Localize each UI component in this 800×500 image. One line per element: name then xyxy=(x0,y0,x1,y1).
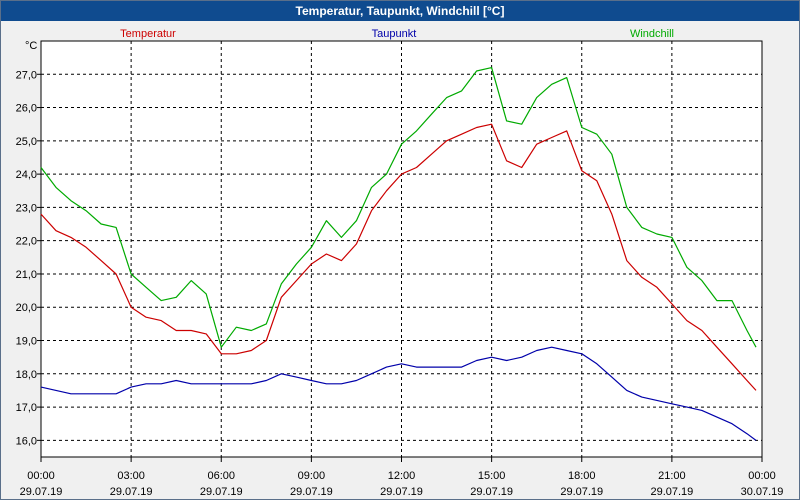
x-tick-time-label: 00:00 xyxy=(27,470,55,482)
y-tick-label: 26,0 xyxy=(16,103,37,115)
x-tick-date-label: 29.07.19 xyxy=(470,486,513,498)
series-layer xyxy=(40,66,757,441)
x-tick-time-label: 15:00 xyxy=(478,470,506,482)
y-tick-label: 17,0 xyxy=(16,402,37,414)
x-tick-date-label: 29.07.19 xyxy=(290,486,333,498)
x-tick-time-label: 06:00 xyxy=(207,470,235,482)
x-tick-date-label: 29.07.19 xyxy=(380,486,423,498)
x-tick-date-label: 29.07.19 xyxy=(200,486,243,498)
y-axis-ticks: 16,0 17,0 18,0 19,0 20,0 21,0 22,0 23,0 24,0 25,0… xyxy=(16,69,41,447)
y-tick-label: 20,0 xyxy=(16,302,37,314)
window-title: Temperatur, Taupunkt, Windchill [°C] xyxy=(1,1,799,21)
y-tick-label: 22,0 xyxy=(16,236,37,248)
y-tick-label: 23,0 xyxy=(16,202,37,214)
x-tick-time-label: 12:00 xyxy=(388,470,416,482)
x-tick-time-label: 21:00 xyxy=(658,470,686,482)
chart-canvas: 16,0 17,0 18,0 19,0 20,0 21,0 22,0 23,0 24,0 25,0… xyxy=(16,28,784,498)
y-tick-label: 18,0 xyxy=(16,369,37,381)
y-tick-label: 25,0 xyxy=(16,136,37,148)
series-line-windchill xyxy=(40,66,757,348)
legend-label-windchill: Windchill xyxy=(630,28,674,40)
x-tick-date-label: 30.07.19 xyxy=(741,486,784,498)
x-tick-time-label: 09:00 xyxy=(298,470,326,482)
y-tick-label: 19,0 xyxy=(16,336,37,348)
x-axis-ticks: 00:00 29.07.19 03:00 29.07.19 06:00 29.07.19 0… xyxy=(20,457,784,498)
y-tick-label: 27,0 xyxy=(16,69,37,81)
plot-area xyxy=(40,40,763,458)
legend: Temperatur Taupunkt Windchill xyxy=(120,28,674,40)
series-line-taupunkt xyxy=(40,346,757,441)
x-tick-date-label: 29.07.19 xyxy=(110,486,153,498)
y-axis-unit: °C xyxy=(25,40,37,52)
x-tick-time-label: 03:00 xyxy=(117,470,145,482)
x-tick-time-label: 18:00 xyxy=(568,470,596,482)
x-tick-date-label: 29.07.19 xyxy=(650,486,693,498)
x-tick-date-label: 29.07.19 xyxy=(20,486,63,498)
x-tick-time-label: 00:00 xyxy=(748,470,776,482)
legend-label-taupunkt: Taupunkt xyxy=(372,28,417,40)
y-tick-label: 24,0 xyxy=(16,169,37,181)
y-tick-label: 16,0 xyxy=(16,435,37,447)
series-line-temperatur xyxy=(40,123,757,391)
legend-label-temperatur: Temperatur xyxy=(120,28,176,40)
y-tick-label: 21,0 xyxy=(16,269,37,281)
x-tick-date-label: 29.07.19 xyxy=(560,486,603,498)
